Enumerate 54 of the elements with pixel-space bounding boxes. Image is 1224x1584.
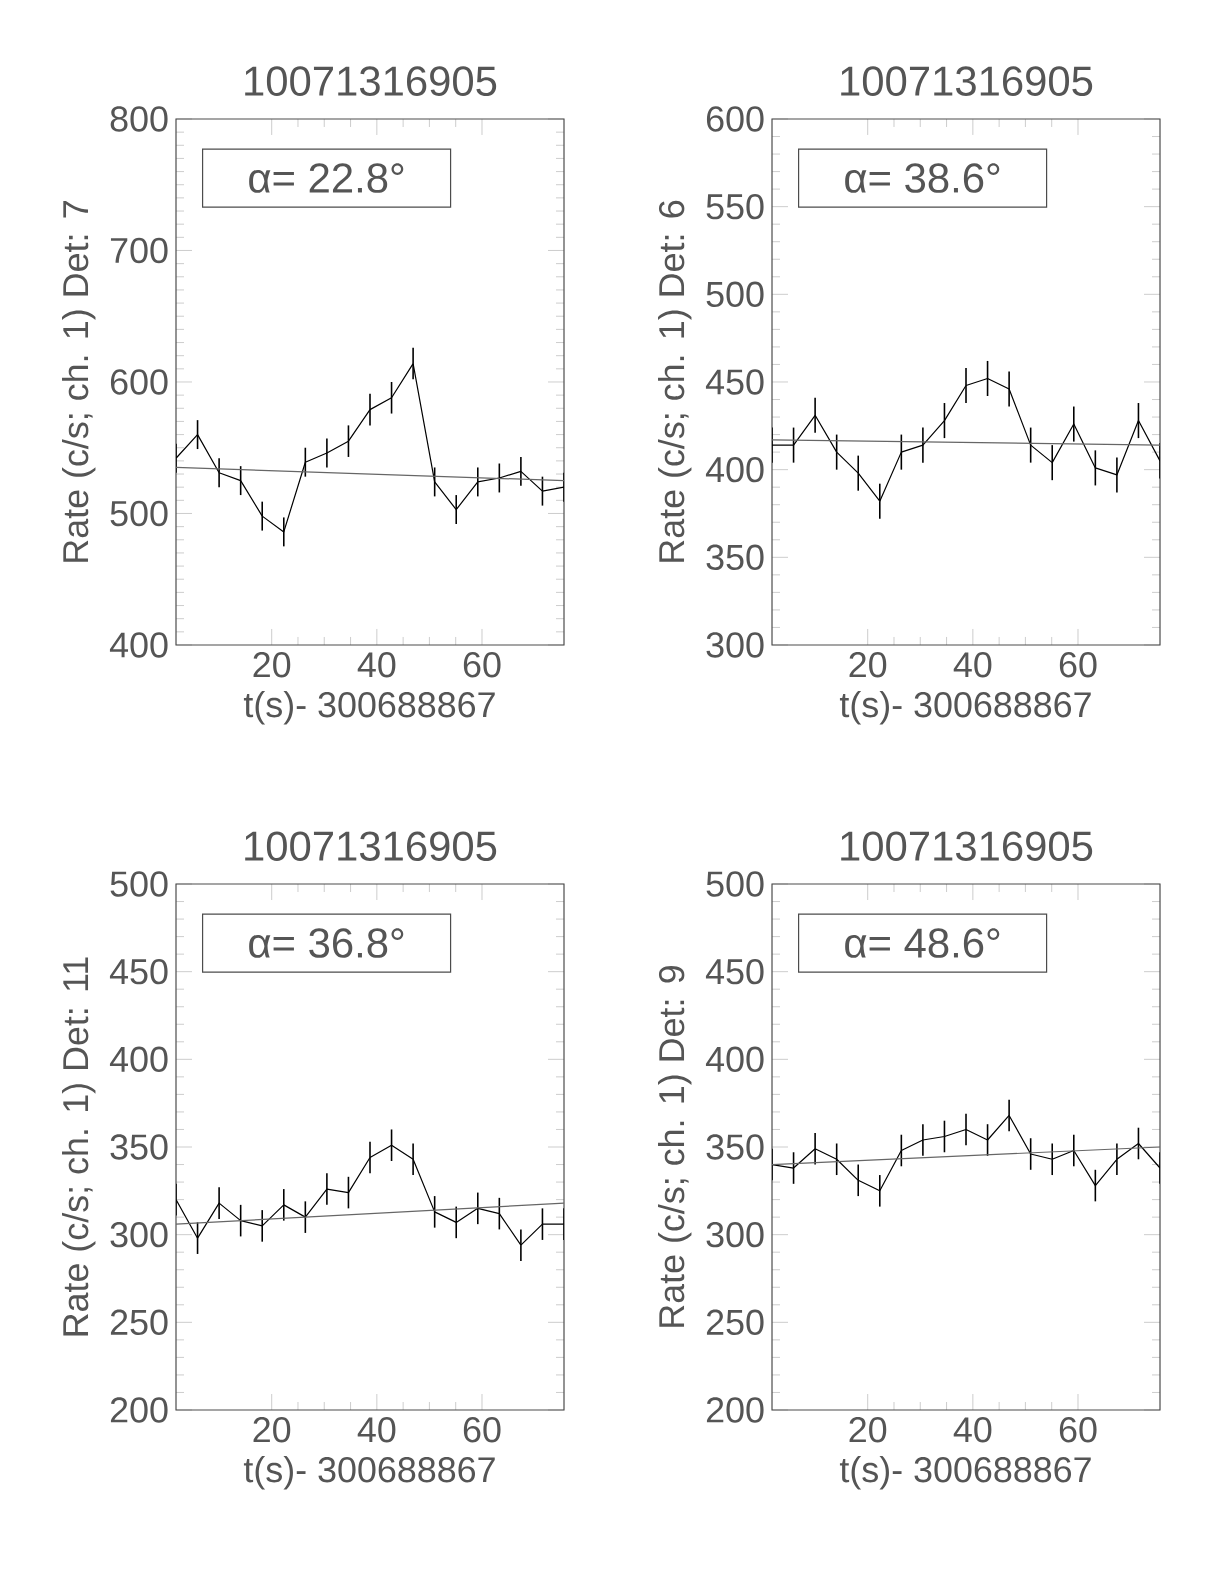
x-tick-label: 20 [253, 652, 291, 678]
y-tick-label: 400 [705, 1046, 764, 1073]
y-tick-label: 500 [110, 871, 168, 897]
y-tick-label: 400 [109, 1046, 168, 1073]
x-tick-label: 20 [849, 652, 887, 678]
y-tick-label: 250 [110, 1309, 168, 1336]
y-tick-label: 800 [110, 106, 168, 132]
annotation: α= 38.6° [845, 163, 1000, 193]
x-tick-label: 20 [253, 1417, 291, 1443]
x-tick-label: 40 [953, 1417, 992, 1443]
y-tick-label: 350 [110, 1134, 168, 1160]
x-tick-label: 40 [953, 652, 992, 678]
y-tick-label: 600 [706, 106, 764, 132]
chart-title: 10071316905 [841, 66, 1093, 96]
chart-title: 10071316905 [841, 831, 1093, 861]
y-tick-label: 350 [706, 1134, 764, 1160]
chart-title: 10071316905 [245, 66, 497, 96]
y-axis-title: Rate (c/s; ch. 1) Det: 6 [658, 200, 692, 562]
x-axis-title: t(s)- 300688867 [243, 691, 495, 725]
y-tick-label: 200 [110, 1397, 168, 1423]
y-tick-label: 450 [705, 958, 764, 985]
y-tick-label: 350 [706, 544, 764, 571]
x-axis-title: t(s)- 300688867 [839, 691, 1091, 725]
y-tick-label: 450 [109, 958, 168, 985]
y-tick-label: 500 [706, 871, 764, 897]
x-tick-label: 40 [357, 652, 396, 678]
chart-title: 10071316905 [245, 831, 497, 861]
x-axis-title: t(s)- 300688867 [243, 1456, 495, 1490]
x-tick-label: 60 [463, 652, 501, 678]
annotation: α= 48.6° [845, 928, 1000, 958]
y-tick-label: 300 [110, 1221, 168, 1248]
y-axis-title: Rate (c/s; ch. 1) Det: 7 [62, 201, 96, 562]
y-tick-label: 400 [705, 456, 764, 483]
y-tick-label: 450 [705, 369, 764, 395]
annotation: α= 36.8° [249, 928, 404, 958]
y-axis-title: Rate (c/s; ch. 1) Det: 11 [62, 957, 96, 1336]
y-tick-label: 250 [706, 1309, 764, 1336]
y-tick-label: 400 [109, 632, 168, 658]
y-axis-title: Rate (c/s; ch. 1) Det: 9 [658, 966, 692, 1327]
x-tick-label: 60 [463, 1417, 501, 1443]
x-tick-label: 40 [357, 1417, 396, 1443]
y-tick-label: 300 [706, 632, 764, 658]
y-tick-label: 500 [110, 500, 168, 527]
x-axis-title: t(s)- 300688867 [839, 1456, 1091, 1490]
y-tick-label: 500 [706, 281, 764, 308]
x-tick-label: 60 [1059, 1417, 1097, 1443]
y-tick-label: 550 [706, 193, 764, 220]
y-tick-label: 700 [110, 237, 168, 264]
x-tick-label: 20 [849, 1417, 887, 1443]
x-tick-label: 60 [1059, 652, 1097, 678]
annotation: α= 22.8° [249, 163, 404, 193]
y-tick-label: 300 [706, 1221, 764, 1248]
y-tick-label: 200 [706, 1397, 764, 1423]
y-tick-label: 600 [110, 369, 168, 395]
